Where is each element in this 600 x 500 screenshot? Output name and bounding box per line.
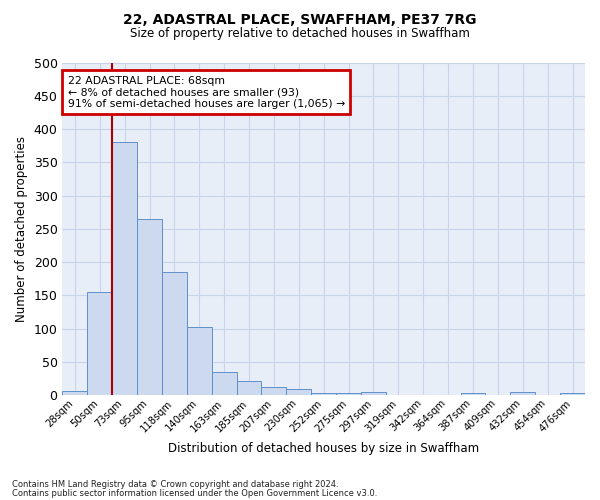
Bar (461, 392, 485, 396)
Bar (88, 292, 112, 396)
Text: 22, ADASTRAL PLACE, SWAFFHAM, PE37 7RG: 22, ADASTRAL PLACE, SWAFFHAM, PE37 7RG (123, 12, 477, 26)
Bar (336, 394, 361, 396)
Text: 22 ADASTRAL PLACE: 68sqm
← 8% of detached houses are smaller (93)
91% of semi-de: 22 ADASTRAL PLACE: 68sqm ← 8% of detache… (68, 76, 345, 109)
Bar (137, 219, 162, 396)
Bar (560, 394, 585, 396)
Text: Contains public sector information licensed under the Open Government Licence v3: Contains public sector information licen… (12, 489, 377, 498)
Bar (286, 388, 311, 396)
Bar (212, 372, 236, 396)
X-axis label: Distribution of detached houses by size in Swaffham: Distribution of detached houses by size … (168, 442, 479, 455)
Bar (187, 328, 212, 396)
Bar (511, 392, 535, 396)
Bar (162, 272, 187, 396)
Text: Contains HM Land Registry data © Crown copyright and database right 2024.: Contains HM Land Registry data © Crown c… (12, 480, 338, 489)
Bar (236, 380, 262, 396)
Y-axis label: Number of detached properties: Number of detached properties (15, 136, 28, 322)
Text: Size of property relative to detached houses in Swaffham: Size of property relative to detached ho… (130, 28, 470, 40)
Bar (311, 392, 336, 396)
Bar (361, 392, 386, 396)
Bar (112, 142, 137, 396)
Bar (62, 390, 88, 396)
Bar (262, 388, 286, 396)
